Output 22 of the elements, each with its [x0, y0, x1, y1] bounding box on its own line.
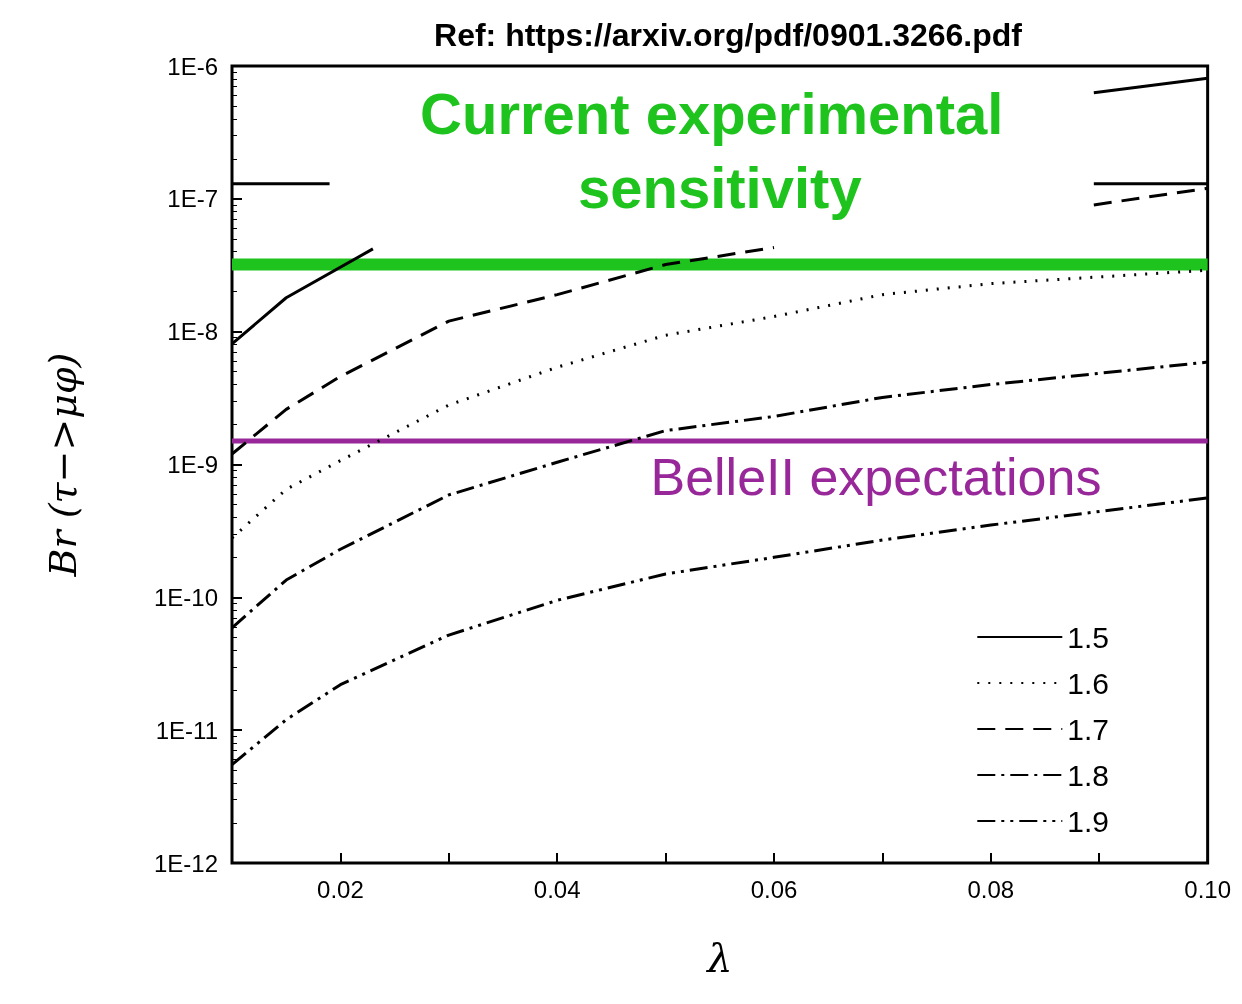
- y-axis-title: Br (τ−>μφ): [41, 352, 85, 578]
- x-tick-label: 0.04: [533, 875, 581, 903]
- legend-label: 1.5: [1067, 620, 1110, 654]
- y-tick-label: 1E-6: [167, 52, 218, 80]
- x-tick-label: 0.10: [1184, 875, 1231, 903]
- x-tick-label: 0.02: [317, 875, 364, 903]
- legend-label: 1.8: [1067, 758, 1110, 792]
- chart-title: Ref: https://arxiv.org/pdf/0901.3266.pdf: [434, 17, 1023, 53]
- legend-label: 1.6: [1067, 666, 1110, 700]
- y-tick-label: 1E-11: [155, 716, 218, 744]
- y-tick-label: 1E-7: [167, 185, 218, 213]
- ref-line-label: BelleII expectations: [650, 448, 1102, 507]
- x-axis-title: λ: [705, 935, 733, 981]
- ref-line-label: Current experimental sensitivity: [420, 81, 1020, 221]
- y-tick-label: 1E-8: [167, 318, 218, 346]
- legend-label: 1.9: [1067, 804, 1110, 838]
- y-tick-label: 1E-12: [153, 849, 218, 877]
- legend-label: 1.7: [1067, 712, 1110, 746]
- y-tick-label: 1E-9: [167, 451, 218, 478]
- x-tick-label: 0.06: [750, 875, 798, 903]
- x-tick-label: 0.08: [967, 875, 1015, 903]
- y-tick-label: 1E-10: [153, 583, 218, 611]
